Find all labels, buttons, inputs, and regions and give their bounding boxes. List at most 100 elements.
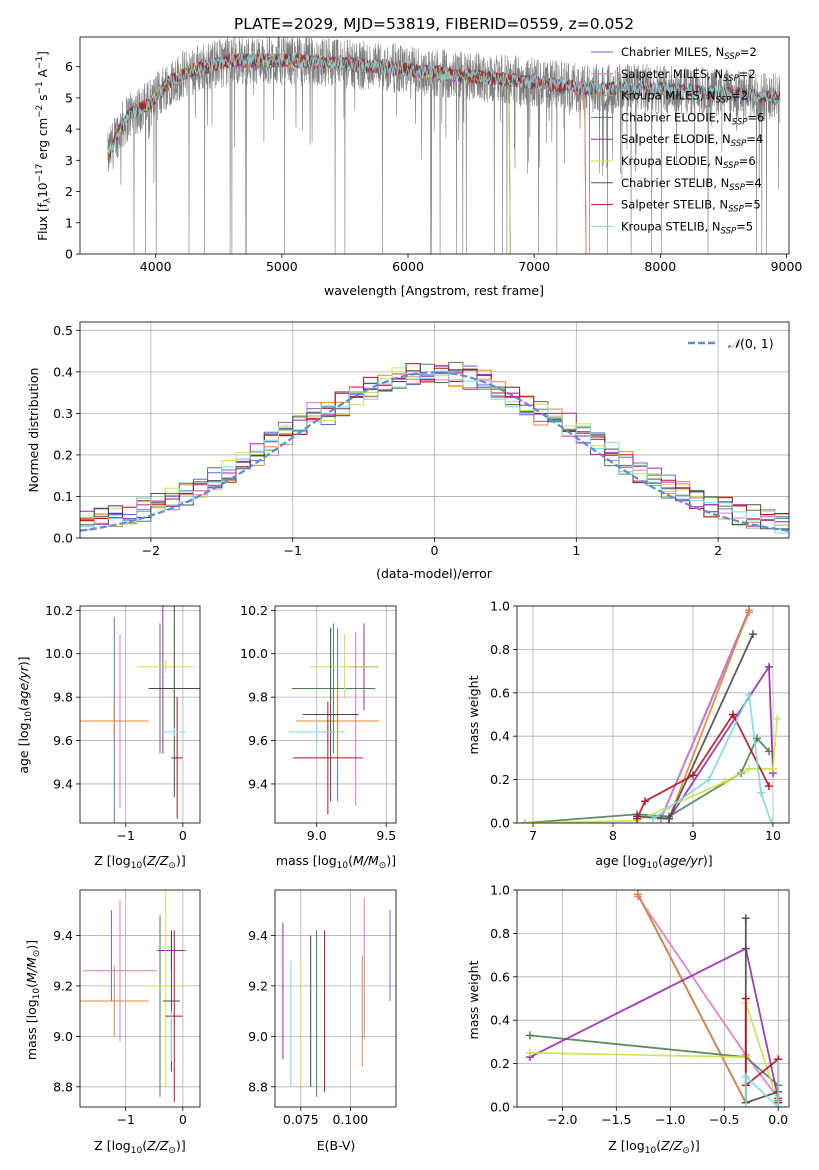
weight-age-xlabel: age [log10(age/yr)]: [595, 853, 712, 871]
y-tick-label: 1.0: [490, 883, 510, 898]
weight-marker: [774, 1103, 783, 1107]
legend-label-name: Kroupa STELIB, N: [621, 219, 721, 233]
weight-marker: [741, 994, 750, 1003]
y-tick-label: 0.8: [490, 642, 510, 657]
weight-vs-age-panel: age [log10(age/yr)] mass weight 7 8 9 10 0.0…: [466, 599, 790, 871]
x-tick-label: 0.0: [768, 1112, 788, 1127]
weight-line: [529, 1034, 780, 1101]
weight_vs_age-axes: 7 8 9 10 0.0 0.2 0.4 0.6 0.8 1.0: [490, 599, 789, 843]
legend-label-sub: SSP: [723, 74, 739, 84]
y-tick-label: 10.2: [45, 603, 73, 618]
errorbar-point-9: [288, 718, 345, 745]
x-tick-label: 0: [431, 543, 439, 558]
spectrum-axes: 4000 5000 6000 7000 8000 9000 0 1 2 3 4 5 6: [65, 59, 802, 274]
residual-histogram-9: [80, 370, 789, 534]
legend-label-name: Kroupa ELODIE, N: [621, 154, 723, 168]
weight-marker: [757, 788, 765, 797]
y-tick-label: 0.0: [490, 816, 510, 831]
x-tick-label: 9: [689, 828, 697, 843]
x-tick-label: 7: [529, 828, 537, 843]
y-tick-label: 9.4: [248, 776, 268, 791]
legend-label-suffix: =6: [747, 110, 764, 124]
x-tick-label: −1: [283, 543, 301, 558]
legend-label: Salpeter MILES, NSSP=2: [621, 67, 756, 84]
x-tick-label: 8000: [644, 259, 676, 274]
weight-marker: [649, 814, 657, 823]
weight-marker: [721, 777, 729, 786]
age-vs-metallicity-panel: Z [log10(Z/Z⊙)] age [log10(age/yr)] −1 0 9…: [16, 603, 201, 871]
x-tick-label: 2: [714, 543, 722, 558]
y-tick-label: 0: [65, 247, 73, 262]
x-tick-label: 0.100: [332, 1112, 368, 1127]
model-spectrum-line-9: [107, 52, 781, 153]
x-tick-label: 0: [179, 828, 187, 843]
weight-marker: [745, 606, 753, 615]
x-tick-label: 0: [179, 1112, 187, 1127]
y-tick-label: 9.0: [53, 1029, 73, 1044]
gaussian-legend: 𝒩(0, 1): [688, 336, 774, 351]
y-tick-label: 0.2: [490, 772, 510, 787]
weight-z-ylabel: mass weight: [466, 960, 481, 1039]
legend-label-name: Salpeter MILES, N: [621, 67, 723, 81]
errorbar-point-2: [82, 900, 158, 1042]
weight-z-xlabel: Z [log10(Z/Z⊙)]: [608, 1138, 699, 1156]
weight-marker: [749, 630, 757, 639]
weight-series-2: [633, 892, 783, 1103]
y-tick-label: 9.4: [53, 776, 73, 791]
weight-line: [524, 736, 770, 823]
age_vs_mass-axes: 9.0 9.5 9.4 9.6 9.8 10.0 10.2: [240, 603, 396, 843]
y-tick-label: 8.8: [53, 1079, 73, 1094]
mass_vs_EBV-axes: 0.075 0.100 8.8 9.0 9.2 9.4: [248, 890, 396, 1127]
legend-label: Kroupa STELIB, NSSP=5: [621, 219, 753, 236]
legend-label-suffix: =4: [745, 176, 762, 190]
weight-marker: [665, 814, 673, 823]
weight-marker: [765, 662, 773, 671]
weight-marker: [705, 775, 713, 784]
weight-series-9: [741, 1059, 783, 1107]
errorbar-point-8: [293, 701, 363, 815]
y-tick-label: 3: [65, 153, 73, 168]
weight-series-5: [525, 944, 783, 1103]
weight-series-3: [633, 890, 750, 1107]
residuals-ylabel: Normed distribution: [26, 368, 41, 493]
y-tick-label: 10.2: [240, 603, 268, 618]
weight_vs_Z-plot-area: [525, 890, 783, 1107]
weight-line: [529, 947, 780, 1099]
weight-marker: [773, 714, 781, 723]
y-tick-label: 9.8: [53, 690, 73, 705]
legend-label-sub: SSP: [716, 96, 732, 106]
y-tick-label: 0.0: [53, 531, 73, 546]
errorbar-point-3: [295, 681, 380, 761]
y-tick-label: 9.8: [248, 690, 268, 705]
weight-marker: [769, 764, 777, 773]
y-tick-label: 0.2: [53, 447, 73, 462]
x-tick-label: 6000: [392, 259, 424, 274]
legend-label-suffix: =5: [736, 219, 753, 233]
weight-vs-metallicity-panel: Z [log10(Z/Z⊙)] mass weight −2.0 −1.5 −1.0…: [466, 883, 790, 1156]
weight-line: [636, 633, 754, 820]
model-spectrum-line-8: [107, 52, 781, 158]
y-tick-label: 9.0: [248, 1029, 268, 1044]
legend-label: Salpeter STELIB, NSSP=5: [621, 198, 761, 215]
weight-line: [637, 893, 747, 1104]
y-tick-label: 4: [65, 122, 73, 137]
spectrum-frame: [79, 36, 790, 255]
x-tick-label: −2.0: [547, 1112, 577, 1127]
weight-marker: [741, 1072, 750, 1081]
mass-ebv-xlabel: E(B-V): [317, 1138, 356, 1153]
weight-marker: [689, 771, 697, 780]
weight-line: [668, 609, 750, 820]
y-tick-label: 10.0: [45, 646, 73, 661]
errorbar-point-3: [80, 965, 149, 1037]
legend-label-name: Chabrier ELODIE, N: [621, 110, 732, 124]
y-tick-label: 0.5: [53, 323, 73, 338]
residuals-plot-area: [80, 361, 789, 534]
age-vs-mass-panel: mass [log10(M/M⊙)] 9.0 9.5 9.4 9.6 9.8 10.0 10…: [240, 603, 397, 871]
y-tick-label: 1: [65, 215, 73, 230]
errorbar-point-7: [302, 627, 359, 802]
legend-label-sub: SSP: [723, 161, 739, 171]
age_vs_Z-axes: −1 0 9.4 9.6 9.8 10.0 10.2: [45, 603, 200, 843]
mass_vs_EBV-frame: [274, 889, 397, 1108]
weight-line: [744, 1063, 780, 1107]
